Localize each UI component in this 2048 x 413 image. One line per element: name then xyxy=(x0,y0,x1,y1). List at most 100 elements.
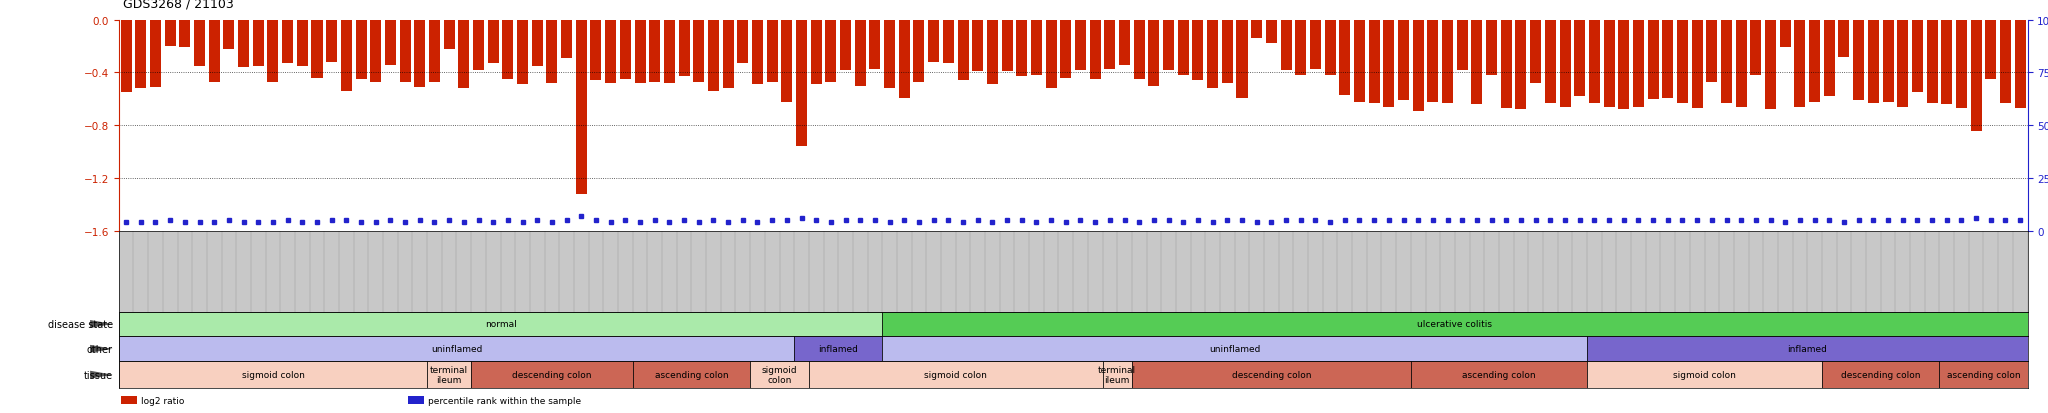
Bar xyxy=(1942,21,1952,105)
Bar xyxy=(252,21,264,67)
Bar xyxy=(1559,21,1571,107)
Bar xyxy=(797,21,807,147)
Bar xyxy=(1985,21,1997,80)
Bar xyxy=(1501,21,1511,109)
Bar xyxy=(913,21,924,83)
Text: uninflamed: uninflamed xyxy=(1208,344,1260,354)
Bar xyxy=(752,21,764,85)
Bar xyxy=(1001,21,1012,72)
Bar xyxy=(1325,21,1335,76)
Bar xyxy=(311,21,322,78)
Bar xyxy=(1737,21,1747,107)
Bar xyxy=(119,337,795,361)
Bar xyxy=(766,21,778,83)
Bar xyxy=(1587,361,1823,388)
Bar xyxy=(1427,21,1438,102)
Bar xyxy=(723,21,733,89)
Text: sigmoid
colon: sigmoid colon xyxy=(762,365,797,385)
Bar xyxy=(2015,21,2025,109)
Bar xyxy=(1692,21,1702,109)
Text: GDS3268 / 21103: GDS3268 / 21103 xyxy=(123,0,233,10)
Bar xyxy=(119,312,883,337)
Bar xyxy=(428,361,471,388)
Bar xyxy=(547,21,557,84)
Bar xyxy=(1970,21,1982,131)
Bar xyxy=(1237,21,1247,98)
Polygon shape xyxy=(90,371,113,379)
Bar xyxy=(1516,21,1526,110)
Bar xyxy=(180,21,190,48)
Text: disease state: disease state xyxy=(47,319,113,329)
Bar xyxy=(883,312,2028,337)
Bar xyxy=(532,21,543,67)
Bar xyxy=(428,21,440,83)
Bar xyxy=(150,21,162,88)
Bar xyxy=(1632,21,1645,107)
Bar xyxy=(459,21,469,89)
Bar xyxy=(444,21,455,50)
Bar xyxy=(385,21,395,65)
Bar xyxy=(371,21,381,83)
Bar xyxy=(1765,21,1776,110)
Bar xyxy=(987,21,997,85)
Bar xyxy=(942,21,954,64)
Bar xyxy=(782,21,793,102)
Bar xyxy=(1206,21,1219,89)
Bar xyxy=(649,21,659,83)
Bar xyxy=(1751,21,1761,76)
Text: ulcerative colitis: ulcerative colitis xyxy=(1417,320,1493,329)
Bar xyxy=(750,361,809,388)
Bar xyxy=(1030,21,1042,76)
Bar xyxy=(809,361,1102,388)
Text: log2 ratio: log2 ratio xyxy=(141,396,184,405)
Bar xyxy=(885,21,895,89)
Bar xyxy=(811,21,821,85)
Bar xyxy=(487,21,500,64)
Text: ascending colon: ascending colon xyxy=(655,370,729,379)
Bar xyxy=(1587,337,2028,361)
Bar xyxy=(1339,21,1350,96)
Bar xyxy=(1192,21,1204,81)
Bar xyxy=(1090,21,1100,80)
Bar xyxy=(854,21,866,86)
Bar xyxy=(1663,21,1673,98)
Bar xyxy=(1530,21,1542,84)
Bar xyxy=(356,21,367,80)
Text: terminal
ileum: terminal ileum xyxy=(1098,365,1137,385)
Bar xyxy=(1368,21,1380,104)
Bar xyxy=(340,21,352,92)
Text: sigmoid colon: sigmoid colon xyxy=(242,370,305,379)
Polygon shape xyxy=(90,345,113,353)
Bar xyxy=(1927,21,1937,104)
Bar xyxy=(502,21,514,80)
Bar xyxy=(1311,21,1321,69)
Bar xyxy=(1047,21,1057,89)
Bar xyxy=(209,21,219,83)
Bar xyxy=(414,21,426,88)
Bar xyxy=(1118,21,1130,65)
Bar xyxy=(1720,21,1733,104)
Bar xyxy=(238,21,250,68)
Bar xyxy=(1251,21,1262,39)
Bar xyxy=(678,21,690,77)
Bar xyxy=(2001,21,2011,104)
Bar xyxy=(1647,21,1659,100)
Bar xyxy=(1266,21,1276,44)
Text: descending colon: descending colon xyxy=(1231,370,1311,379)
Bar xyxy=(1104,21,1116,69)
Bar xyxy=(473,21,483,71)
Bar xyxy=(899,21,909,98)
Bar xyxy=(1163,21,1174,71)
Bar xyxy=(1133,361,1411,388)
Bar xyxy=(119,361,428,388)
Bar xyxy=(709,21,719,92)
Bar xyxy=(1280,21,1292,71)
Bar xyxy=(326,21,338,63)
Bar xyxy=(870,21,881,69)
Bar xyxy=(590,21,602,81)
Bar xyxy=(575,21,588,195)
Text: sigmoid colon: sigmoid colon xyxy=(1673,370,1737,379)
Bar xyxy=(164,21,176,47)
Bar xyxy=(561,21,571,59)
Bar xyxy=(928,21,940,63)
